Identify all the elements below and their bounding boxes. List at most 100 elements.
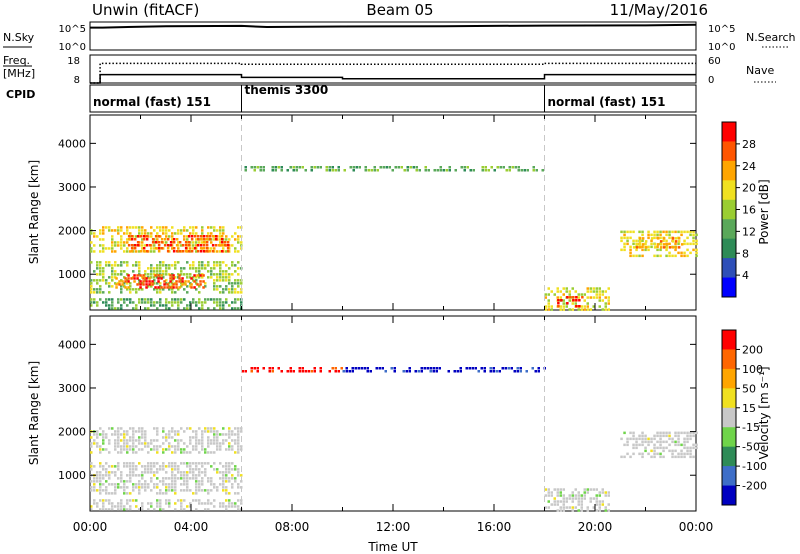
data-cell: [254, 169, 257, 172]
data-cell: [132, 442, 135, 445]
data-cell: [102, 468, 105, 471]
data-cell: [385, 370, 388, 373]
data-cell: [117, 465, 120, 468]
data-cell: [171, 304, 174, 307]
data-cell: [228, 465, 231, 468]
data-cell: [209, 238, 212, 241]
data-cell: [210, 226, 213, 229]
data-cell: [572, 497, 575, 500]
data-cell: [356, 166, 359, 169]
data-cell: [160, 274, 163, 277]
data-cell: [99, 471, 102, 474]
data-cell: [225, 499, 228, 502]
data-cell: [620, 438, 623, 441]
data-cell: [228, 480, 231, 483]
data-cell: [566, 305, 569, 308]
data-cell: [240, 241, 243, 244]
data-cell: [225, 468, 228, 471]
data-cell: [132, 307, 135, 310]
data-cell: [638, 255, 641, 258]
data-cell: [206, 241, 209, 244]
data-cell: [263, 166, 266, 169]
data-cell: [269, 367, 272, 370]
data-cell: [636, 243, 639, 246]
data-cell: [644, 450, 647, 453]
data-cell: [143, 235, 146, 238]
data-cell: [675, 237, 678, 240]
x-tick-label: 00:00: [679, 520, 714, 534]
data-cell: [108, 226, 111, 229]
data-cell: [213, 298, 216, 301]
data-cell: [145, 280, 148, 283]
data-cell: [165, 264, 168, 267]
data-cell: [135, 288, 138, 291]
data-cell: [156, 502, 159, 505]
data-cell: [293, 169, 296, 172]
data-cell: [117, 273, 120, 276]
data-cell: [485, 169, 488, 172]
data-cell: [629, 249, 632, 252]
data-cell: [96, 471, 99, 474]
power-cbar-tick-label: 4: [742, 269, 749, 282]
data-cell: [96, 291, 99, 294]
data-cell: [191, 238, 194, 241]
data-cell: [689, 456, 692, 459]
data-cell: [156, 433, 159, 436]
data-cell: [590, 290, 593, 293]
data-cell: [207, 499, 210, 502]
data-cell: [99, 465, 102, 468]
data-cell: [557, 488, 560, 491]
data-cell: [171, 483, 174, 486]
data-cell: [120, 445, 123, 448]
data-cell: [117, 436, 120, 439]
data-cell: [551, 503, 554, 506]
data-cell: [183, 483, 186, 486]
data-cell: [108, 247, 111, 250]
data-cell: [126, 241, 129, 244]
data-cell: [659, 447, 662, 450]
data-cell: [237, 285, 240, 288]
data-cell: [144, 468, 147, 471]
data-cell: [117, 427, 120, 430]
data-cell: [183, 235, 186, 238]
data-cell: [169, 280, 172, 283]
data-cell: [171, 462, 174, 465]
data-cell: [237, 279, 240, 282]
data-cell: [126, 226, 129, 229]
data-cell: [508, 367, 511, 370]
data-cell: [201, 448, 204, 451]
data-cell: [150, 480, 153, 483]
data-cell: [108, 483, 111, 486]
data-cell: [234, 279, 237, 282]
data-cell: [665, 432, 668, 435]
data-cell: [150, 270, 153, 273]
data-cell: [102, 439, 105, 442]
data-cell: [117, 477, 120, 480]
data-cell: [219, 298, 222, 301]
data-cell: [99, 480, 102, 483]
data-cell: [237, 267, 240, 270]
data-cell: [171, 471, 174, 474]
data-cell: [683, 441, 686, 444]
data-cell: [692, 240, 695, 243]
data-cell: [222, 427, 225, 430]
data-cell: [641, 249, 644, 252]
data-cell: [198, 451, 201, 454]
data-cell: [212, 250, 215, 253]
data-cell: [222, 505, 225, 508]
data-cell: [121, 280, 124, 283]
data-cell: [660, 240, 663, 243]
data-cell: [548, 494, 551, 497]
data-cell: [128, 244, 130, 247]
data-cell: [210, 427, 213, 430]
data-cell: [105, 279, 108, 282]
data-cell: [572, 506, 575, 509]
data-cell: [198, 483, 201, 486]
data-cell: [120, 298, 123, 301]
data-cell: [120, 229, 123, 232]
data-cell: [111, 301, 114, 304]
data-cell: [174, 232, 177, 235]
data-cell: [281, 169, 284, 172]
data-cell: [195, 436, 198, 439]
data-cell: [129, 477, 132, 480]
